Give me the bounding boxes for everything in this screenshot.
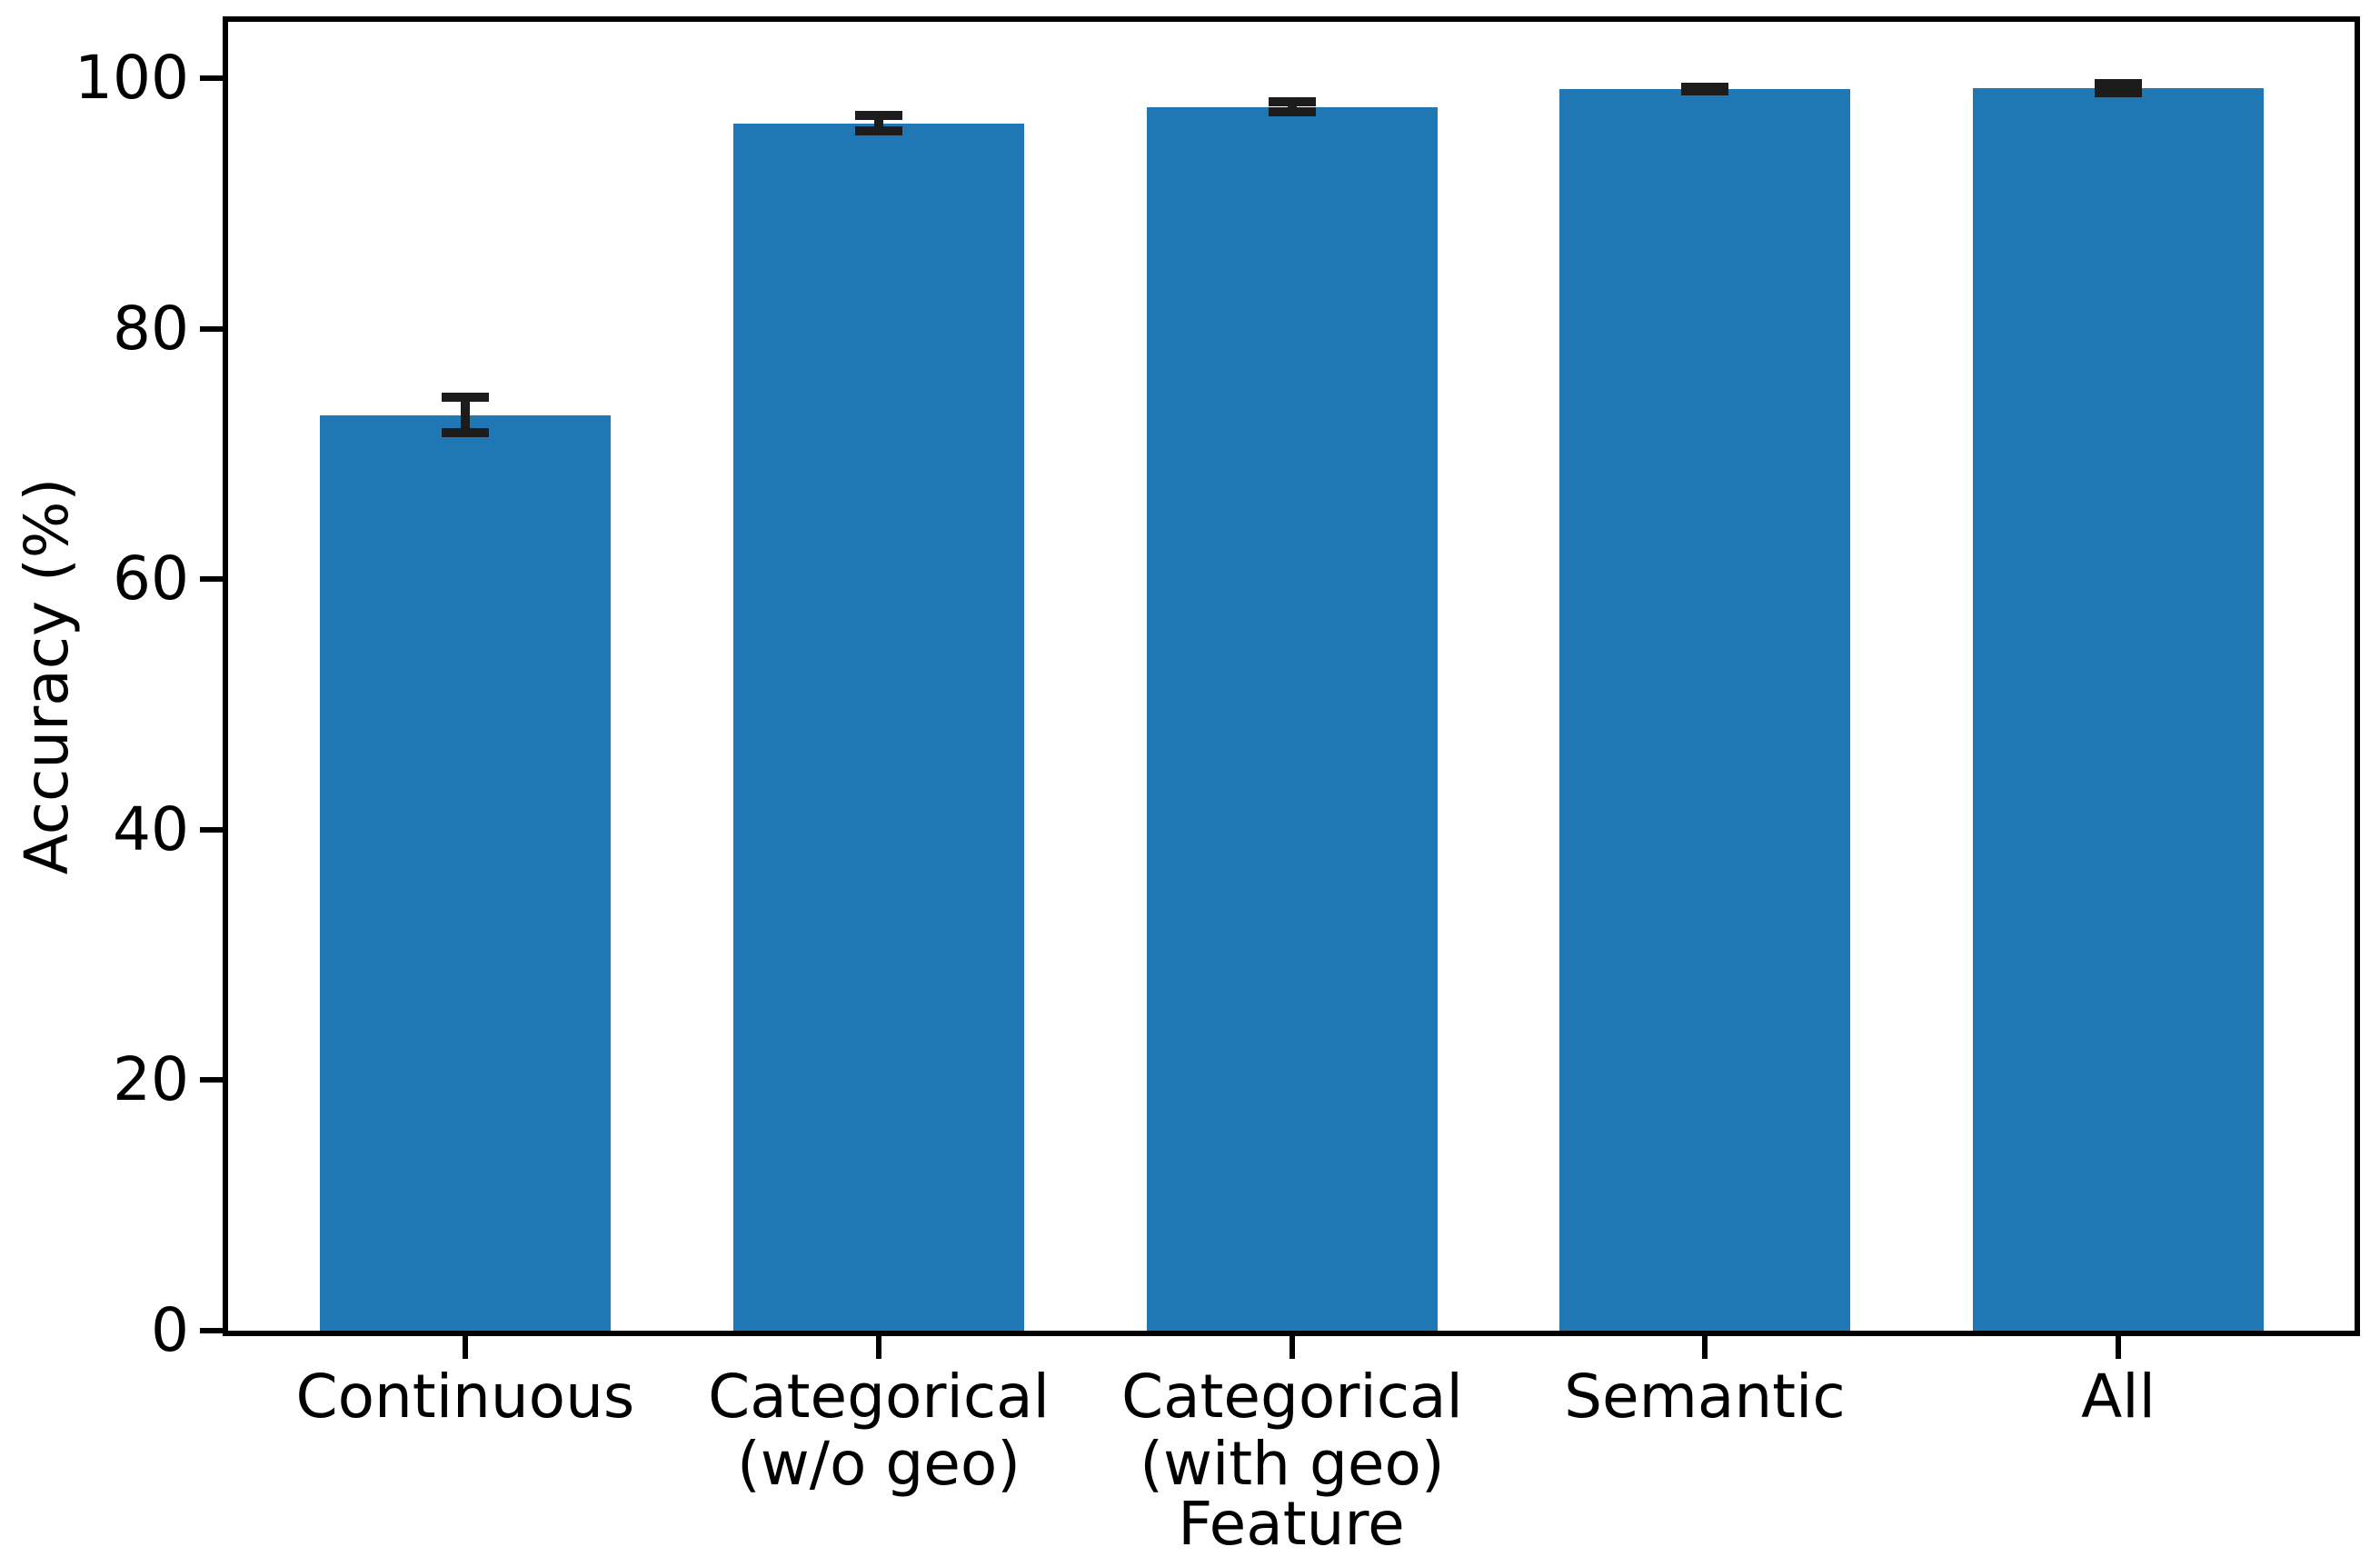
x-axis-label: Feature bbox=[1178, 1489, 1405, 1559]
y-tick-label-40: 40 bbox=[113, 793, 189, 864]
y-tick bbox=[200, 75, 223, 81]
error-bar-line bbox=[874, 115, 884, 131]
error-bar-line bbox=[460, 397, 470, 433]
error-bar-line bbox=[1287, 102, 1297, 113]
bar-semantic bbox=[1558, 89, 1850, 1331]
y-tick-label-80: 80 bbox=[113, 293, 189, 364]
x-tick-label-categorical-wo-geo: Categorical (w/o geo) bbox=[708, 1362, 1050, 1499]
x-tick-label-categorical-with-geo: Categorical (with geo) bbox=[1121, 1362, 1463, 1499]
error-bar-cap bbox=[1268, 107, 1316, 117]
bar-categorical-with-geo bbox=[1146, 106, 1438, 1331]
x-tick bbox=[876, 1336, 882, 1359]
error-bar-cap bbox=[1680, 86, 1728, 96]
error-bar-cap bbox=[2095, 79, 2143, 89]
error-bar-cap bbox=[855, 125, 903, 135]
error-bar-cap bbox=[441, 393, 489, 403]
y-tick bbox=[200, 576, 223, 583]
y-tick-label-20: 20 bbox=[113, 1044, 189, 1115]
error-bar-cap bbox=[441, 427, 489, 437]
y-tick bbox=[200, 325, 223, 332]
error-bar-cap bbox=[2095, 87, 2143, 97]
bars-layer bbox=[228, 22, 2355, 1331]
y-axis-label: Accuracy (%) bbox=[12, 477, 82, 875]
bar-continuous bbox=[319, 414, 611, 1331]
x-tick bbox=[1289, 1336, 1295, 1359]
x-tick-label-semantic: Semantic bbox=[1564, 1362, 1846, 1432]
y-tick bbox=[200, 1077, 223, 1083]
bar-categorical-wo-geo bbox=[732, 123, 1025, 1331]
x-tick bbox=[462, 1336, 468, 1359]
error-bar-cap bbox=[1268, 97, 1316, 107]
x-tick bbox=[2116, 1336, 2122, 1359]
y-tick-label-100: 100 bbox=[75, 43, 189, 113]
y-tick-label-0: 0 bbox=[151, 1295, 189, 1365]
x-tick-label-all: All bbox=[2081, 1362, 2156, 1432]
bar-all bbox=[1972, 88, 2265, 1331]
y-tick bbox=[200, 826, 223, 833]
y-tick-label-60: 60 bbox=[113, 544, 189, 614]
error-bar-cap bbox=[855, 111, 903, 121]
y-tick bbox=[200, 1328, 223, 1333]
plot-area bbox=[223, 16, 2360, 1336]
x-tick bbox=[1701, 1336, 1708, 1359]
x-tick-label-continuous: Continuous bbox=[295, 1362, 635, 1432]
